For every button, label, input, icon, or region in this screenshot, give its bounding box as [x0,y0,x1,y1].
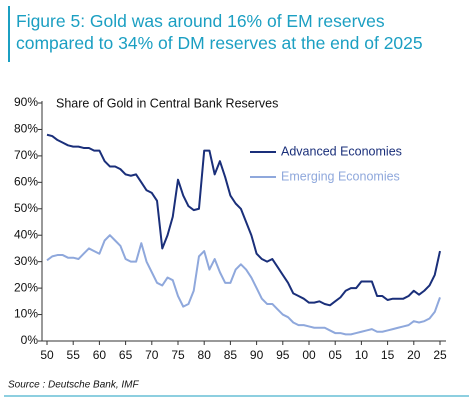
x-tick-label: 05 [329,348,343,362]
x-tick-label: 70 [145,348,159,362]
x-tick-label: 15 [381,348,395,362]
x-tick-label: 90 [250,348,264,362]
y-tick-label: 0% [21,333,39,347]
y-tick-label: 60% [14,175,38,189]
series-line [46,234,441,336]
x-tick-label: 50 [40,348,54,362]
y-tick-label: 20% [14,280,38,294]
y-tick-label: 90% [14,95,38,109]
x-tick-label: 60 [93,348,107,362]
y-tick-label: 50% [14,201,38,215]
series-line [46,133,441,307]
x-tick-label: 75 [171,348,185,362]
source: Source : Deutsche Bank, IMF [8,380,140,391]
x-tick-label: 20 [407,348,421,362]
x-tick-label: 55 [67,348,81,362]
legend-label: Advanced Economies [281,144,402,158]
chart-subtitle: Share of Gold in Central Bank Reserves [56,96,278,110]
x-tick-label: 85 [224,348,238,362]
y-tick-label: 10% [14,307,38,321]
x-tick-label: 95 [276,348,290,362]
y-tick-label: 40% [14,227,38,241]
x-tick-label: 65 [119,348,133,362]
x-tick-label: 00 [302,348,316,362]
y-tick-label: 30% [14,254,38,268]
x-tick-label: 10 [355,348,369,362]
legend-label: Emerging Economies [281,169,400,183]
y-tick-label: 70% [14,148,38,162]
y-tick-label: 80% [14,122,38,136]
x-tick-label: 80 [198,348,212,362]
chart-title: Figure 5: Gold was around 16% of EM rese… [8,6,456,62]
x-tick-label: 25 [433,348,447,362]
